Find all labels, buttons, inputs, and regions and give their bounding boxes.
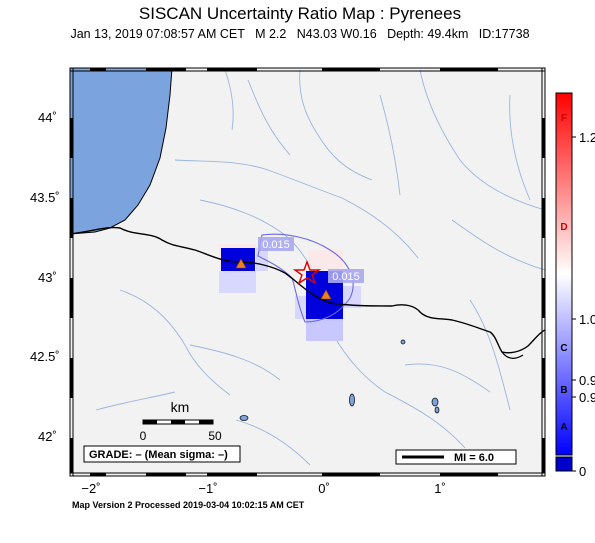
lon-tick: −1˚ xyxy=(198,481,217,496)
lon-tick: 0˚ xyxy=(318,481,330,496)
colorbar: F D C B A 1.2 1.0 0.9 0.9 0 xyxy=(555,92,595,479)
lat-tick: 42˚ xyxy=(38,429,57,444)
grade-letter: A xyxy=(560,422,567,433)
lat-tick: 43˚ xyxy=(38,270,57,285)
lat-tick: 42.5˚ xyxy=(30,349,60,364)
scale-bar: km 0 50 xyxy=(140,399,222,443)
grade-letter: C xyxy=(560,343,567,354)
lon-tick: 1˚ xyxy=(434,481,446,496)
grade-letter: F xyxy=(561,113,567,124)
grade-letter: D xyxy=(560,222,567,233)
colorbar-value: 0 xyxy=(579,464,586,479)
contour-label-1: 0.015 xyxy=(258,237,294,251)
longitude-labels: −2˚ −1˚ 0˚ 1˚ xyxy=(81,481,445,496)
grade-box: GRADE: – (Mean sigma: –) xyxy=(83,445,241,463)
colorbar-value: 1.0 xyxy=(579,312,595,327)
mi-legend: MI = 6.0 xyxy=(395,449,517,465)
colorbar-grades: F D C B A xyxy=(560,113,567,433)
lat-tick: 44˚ xyxy=(38,110,57,125)
epicenter-star-icon xyxy=(292,260,322,285)
contour-label-text: 0.015 xyxy=(332,271,360,283)
contour-label-text: 0.015 xyxy=(262,239,290,251)
rivers xyxy=(95,69,545,466)
processing-footer: Map Version 2 Processed 2019-03-04 10:02… xyxy=(72,500,305,510)
lakes xyxy=(239,339,440,421)
colorbar-gradient xyxy=(555,92,573,456)
colorbar-values: 1.2 1.0 0.9 0.9 0 xyxy=(572,130,595,479)
colorbar-value: 1.2 xyxy=(579,130,595,145)
map-title: SISCAN Uncertainty Ratio Map : Pyrenees xyxy=(138,4,462,23)
latitude-labels: 44˚ 43.5˚ 43˚ 42.5˚ 42˚ xyxy=(30,110,60,444)
lon-tick: −2˚ xyxy=(81,481,100,496)
national-border xyxy=(70,226,545,354)
grade-text: GRADE: – (Mean sigma: –) xyxy=(89,449,228,461)
map-frame xyxy=(69,67,546,477)
map-area: 0.015 0.015 km 0 50 xyxy=(30,67,546,496)
scale-bar-end: 50 xyxy=(208,429,222,443)
uncertainty-contour xyxy=(257,233,354,323)
station-triangle-icon xyxy=(235,258,247,269)
colorbar-bottom-swatch xyxy=(555,456,573,472)
lat-tick: 43.5˚ xyxy=(30,190,60,205)
grade-letter: B xyxy=(560,385,567,396)
station-triangle-icon xyxy=(320,289,332,300)
scale-bar-start: 0 xyxy=(140,429,147,443)
scale-bar-unit: km xyxy=(171,399,190,415)
event-info: Jan 13, 2019 07:08:57 AM CET M 2.2 N43.0… xyxy=(70,27,530,41)
colorbar-value: 0.9 xyxy=(579,373,595,388)
contour-label-2: 0.015 xyxy=(328,269,364,283)
andorra-border xyxy=(501,351,524,359)
ocean xyxy=(70,68,173,235)
colorbar-value: 0.9 xyxy=(579,390,595,405)
mi-legend-text: MI = 6.0 xyxy=(454,452,494,464)
